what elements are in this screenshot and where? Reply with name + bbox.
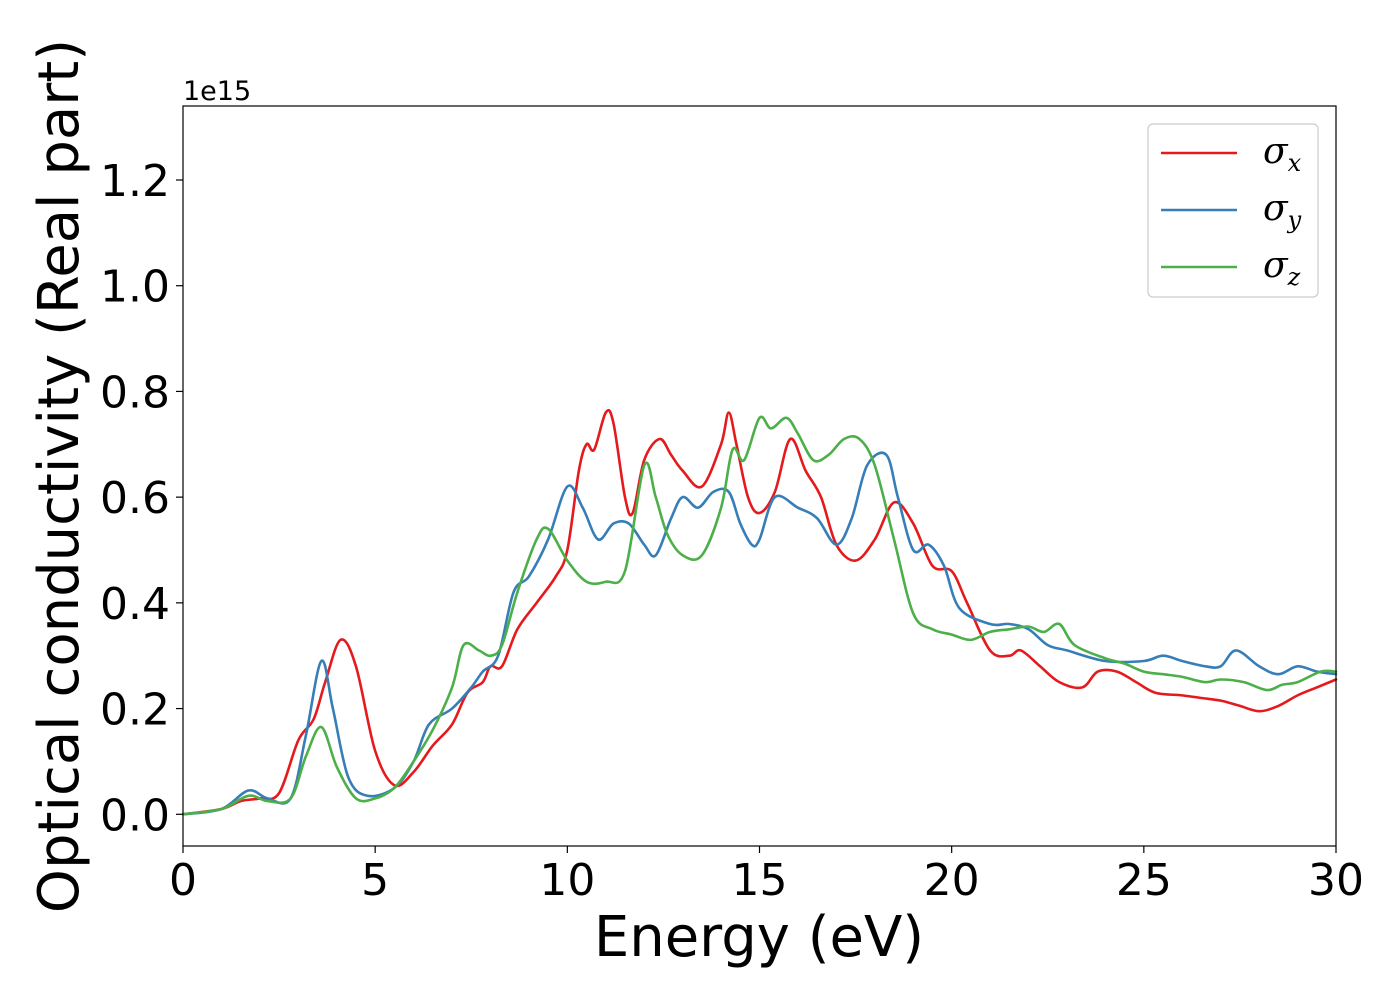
series-layer [181,408,1338,816]
y-tick-label: 0.4 [100,579,170,630]
x-tick-label: 0 [169,855,197,906]
series-line-z [181,415,1338,816]
x-axis-title: Energy (eV) [594,905,924,970]
x-tick-label: 30 [1308,855,1364,906]
y-tick-label: 0.2 [100,685,170,736]
y-tick-label: 1.2 [100,156,170,207]
x-axis-ticks: 0 5 10 15 20 25 30 [169,846,1364,906]
x-tick-label: 10 [539,855,595,906]
y-tick-label: 1.0 [100,262,170,313]
x-tick-label: 20 [924,855,980,906]
x-tick-label: 25 [1116,855,1172,906]
y-axis-ticks: 0.0 0.2 0.4 0.6 0.8 1.0 1.2 [100,156,183,841]
series-line-x [181,408,1338,816]
y-tick-label: 0.8 [100,367,170,418]
x-tick-label: 15 [732,855,788,906]
y-offset-label: 1e15 [183,76,251,107]
x-tick-label: 5 [361,855,389,906]
y-axis-title: Optical conductivity (Real part) [27,39,92,913]
y-tick-label: 0.6 [100,473,170,524]
y-tick-label: 0.0 [100,790,170,841]
